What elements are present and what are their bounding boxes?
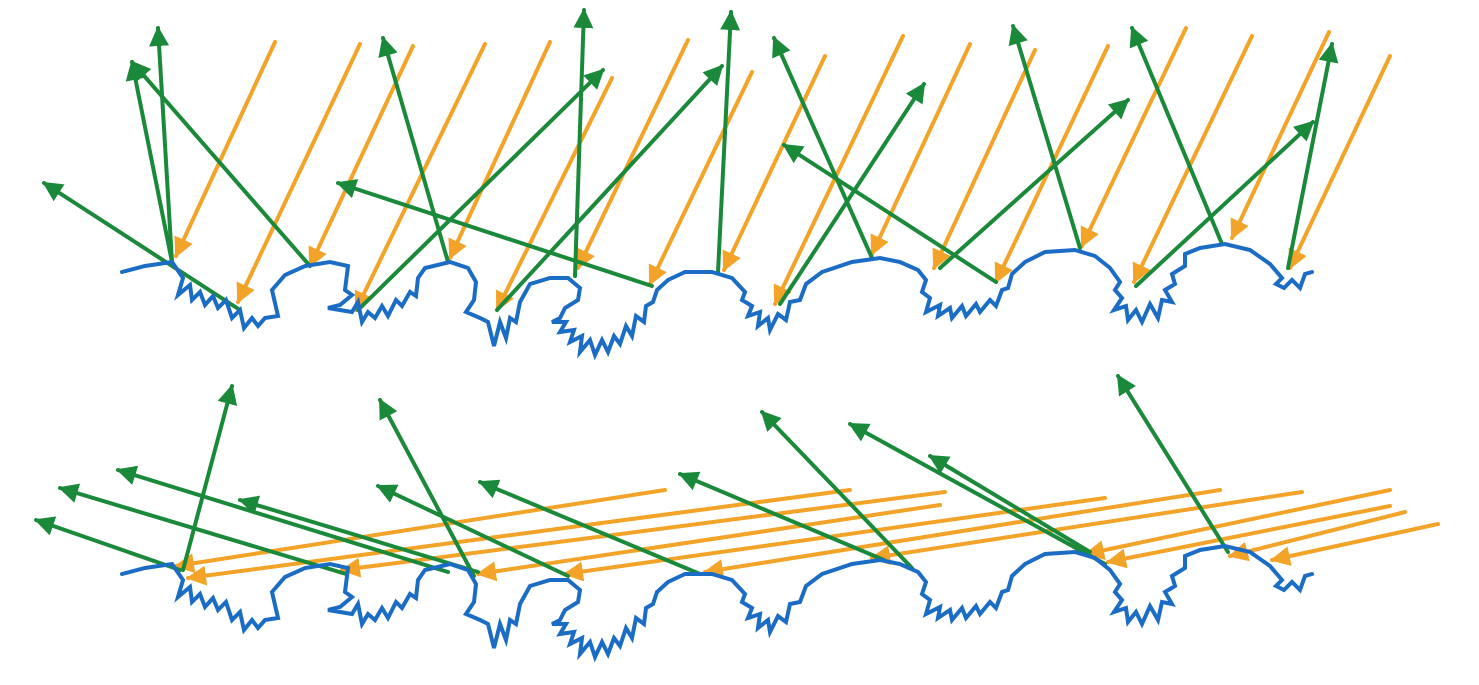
reflected-ray	[1286, 42, 1339, 270]
incident-ray	[340, 490, 947, 578]
reflected-ray	[1134, 120, 1315, 288]
incident-ray	[174, 488, 667, 574]
incident-ray	[174, 40, 277, 258]
grazing-incidence-panel	[34, 374, 1440, 663]
incident-ray	[703, 488, 1222, 580]
incident-ray	[563, 496, 1107, 582]
reflected-ray	[495, 64, 724, 312]
incident-ray	[648, 70, 754, 286]
reflected-ray	[238, 495, 480, 574]
reflected-ray	[778, 82, 926, 306]
incident-ray	[186, 488, 852, 586]
reflected-ray	[336, 179, 654, 288]
reflected-ray	[716, 10, 741, 274]
incident-ray	[1288, 54, 1392, 270]
reflected-ray	[58, 483, 348, 576]
incident-ray	[870, 490, 1304, 566]
incident-ray	[994, 44, 1110, 284]
incident-ray	[1228, 510, 1407, 562]
reflected-ray	[34, 516, 182, 572]
incident-ray	[476, 503, 942, 582]
rough-surface-profile	[120, 543, 1314, 663]
incident-ray	[932, 48, 1037, 270]
reflected-ray	[678, 471, 886, 562]
reflected-ray	[356, 68, 605, 312]
reflected-ray	[378, 398, 476, 578]
rough-surface-profile	[120, 241, 1314, 361]
reflected-ray	[760, 410, 914, 570]
reflected-ray	[376, 484, 570, 578]
incident-ray	[1106, 504, 1392, 569]
reflected-ray	[1008, 24, 1082, 250]
reflected-ray	[130, 60, 312, 268]
reflected-ray	[1116, 374, 1230, 554]
reflected-ray	[573, 8, 594, 278]
reflected-ray	[149, 26, 174, 264]
reflected-ray	[378, 36, 450, 264]
incident-ray	[1270, 522, 1440, 566]
incident-ray	[1084, 488, 1392, 561]
incident-ray	[576, 38, 690, 270]
reflected-ray	[928, 454, 1092, 554]
reflected-ray	[125, 60, 174, 264]
incident-ray	[236, 42, 362, 304]
incident-ray	[495, 76, 614, 312]
reflected-ray	[848, 422, 1107, 566]
reflected-ray	[782, 143, 998, 284]
steep-incidence-panel	[42, 8, 1392, 361]
reflected-ray	[478, 479, 702, 576]
incident-ray	[448, 40, 552, 260]
incident-ray	[308, 44, 415, 268]
reflected-ray	[116, 465, 450, 574]
reflected-ray	[772, 36, 874, 260]
incident-ray	[1230, 30, 1331, 240]
incident-ray	[1132, 34, 1254, 284]
reflected-ray	[42, 181, 242, 312]
reflected-ray	[1129, 26, 1224, 246]
incident-ray	[773, 34, 905, 306]
incident-ray	[354, 42, 487, 312]
incident-ray	[870, 42, 972, 256]
reflected-ray	[181, 384, 238, 572]
incident-ray	[1080, 26, 1188, 248]
reflected-ray	[938, 98, 1130, 270]
incident-ray	[722, 54, 827, 272]
